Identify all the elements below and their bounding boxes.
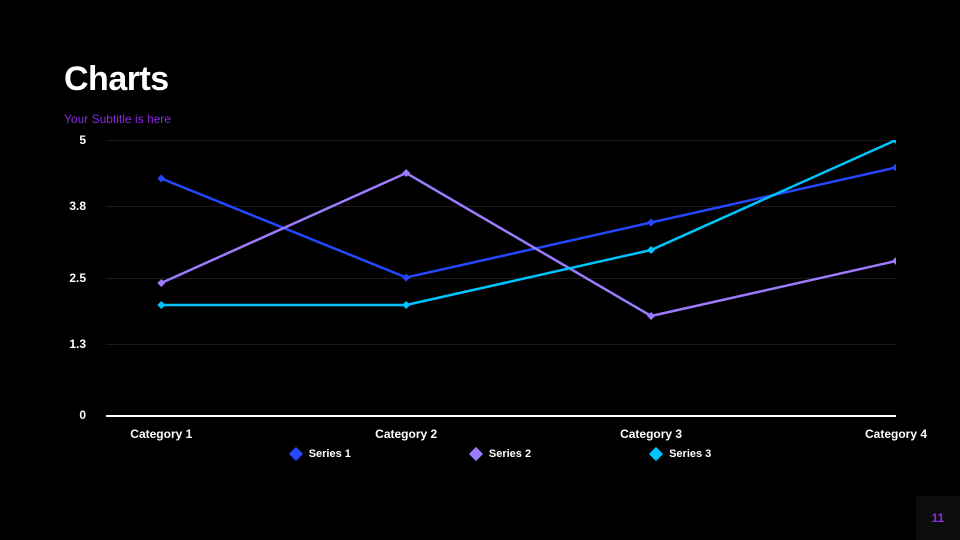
series-marker: [892, 257, 896, 265]
legend-label: Series 2: [489, 448, 531, 460]
series-line: [161, 168, 896, 278]
legend-marker-icon: [469, 447, 483, 461]
series-marker: [157, 175, 165, 183]
legend-item: Series 2: [471, 448, 531, 460]
series-marker: [157, 301, 165, 309]
series-marker: [402, 274, 410, 282]
page-title: Charts: [64, 60, 169, 99]
page-number: 11: [932, 511, 945, 525]
legend-item: Series 3: [651, 448, 711, 460]
page-subtitle: Your Subtitle is here: [64, 112, 171, 126]
slide: Charts Your Subtitle is here 01.32.53.85…: [0, 0, 960, 540]
legend-label: Series 3: [669, 448, 711, 460]
series-marker: [647, 219, 655, 227]
series-marker: [647, 246, 655, 254]
line-chart: 01.32.53.85Category 1Category 2Category …: [64, 140, 896, 460]
series-marker: [402, 301, 410, 309]
legend-marker-icon: [649, 447, 663, 461]
legend-label: Series 1: [309, 448, 351, 460]
legend-marker-icon: [289, 447, 303, 461]
chart-plot: [64, 140, 896, 460]
page-number-badge: 11: [916, 496, 960, 540]
chart-legend: Series 1 Series 2 Series 3: [106, 448, 896, 460]
legend-item: Series 1: [291, 448, 351, 460]
series-marker: [892, 164, 896, 172]
series-marker: [157, 279, 165, 287]
series-line: [161, 173, 896, 316]
